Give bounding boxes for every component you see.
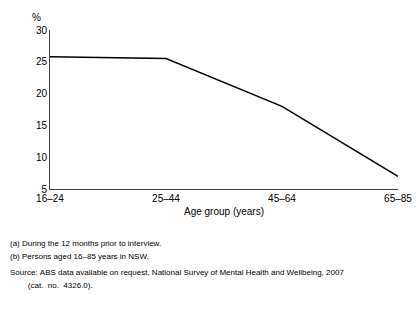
svg-text:(a) During the 12 months prior: (a) During the 12 months prior to interv… [10, 239, 161, 248]
svg-text:(cat. no. 4326.0).: (cat. no. 4326.0). [10, 281, 93, 290]
svg-text:Source: ABS data available on: Source: ABS data available on request, N… [10, 268, 344, 277]
svg-text:(b) Persons aged 16–85 years i: (b) Persons aged 16–85 years in NSW. [10, 252, 149, 261]
svg-text:15: 15 [36, 120, 48, 131]
svg-text:20: 20 [36, 88, 48, 99]
svg-text:25–44: 25–44 [152, 193, 180, 204]
svg-text:10: 10 [36, 152, 48, 163]
svg-text:16–24: 16–24 [36, 193, 64, 204]
svg-text:45–64: 45–64 [268, 193, 296, 204]
svg-text:65–85: 65–85 [384, 193, 412, 204]
svg-text:Age group (years): Age group (years) [184, 206, 264, 217]
svg-text:5: 5 [41, 184, 47, 195]
svg-text:%: % [32, 12, 41, 23]
svg-text:25: 25 [36, 56, 48, 67]
svg-text:30: 30 [36, 25, 48, 36]
